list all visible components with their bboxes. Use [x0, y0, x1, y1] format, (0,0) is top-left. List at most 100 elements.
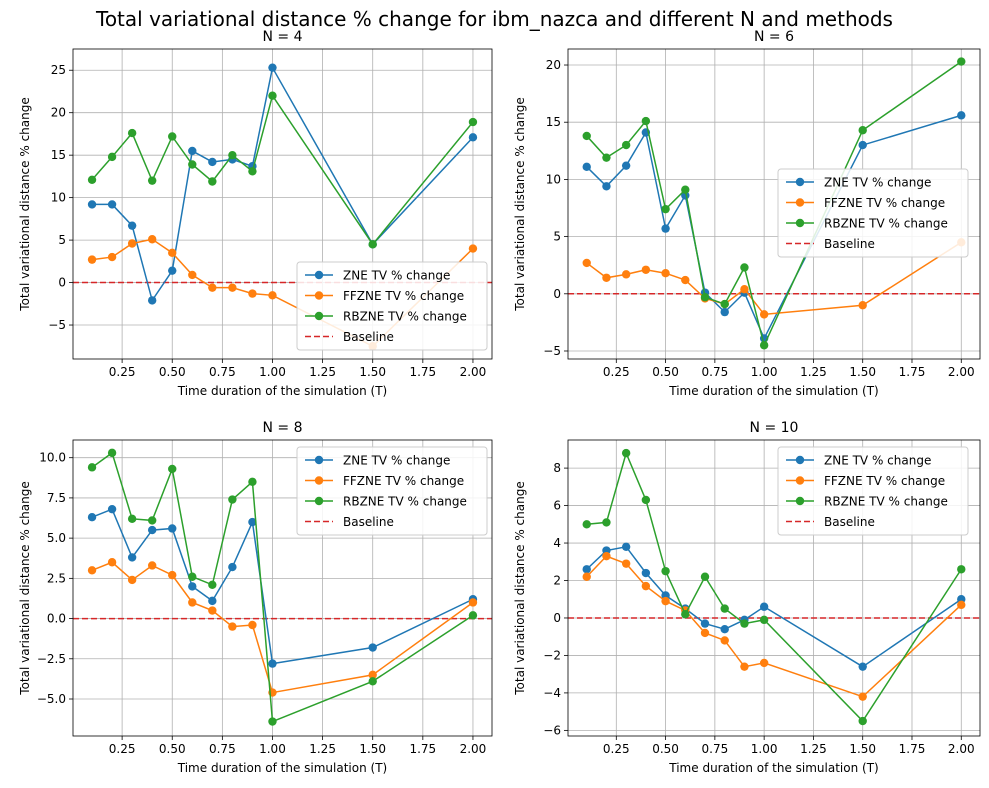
data-point-rbzne: [740, 619, 749, 628]
y-tick-label: −2: [543, 648, 561, 662]
legend-marker-zne: [795, 455, 805, 465]
data-point-ffzne: [641, 265, 651, 274]
y-tick-label: 10.0: [39, 451, 66, 465]
data-point-rbzne: [228, 495, 237, 504]
y-tick-label: 25: [51, 63, 66, 77]
legend-box: [777, 168, 969, 258]
axes-frame: [567, 439, 981, 737]
chart-panel-1: 0.25 0.50 0.75 1.00 1.25 1.50 1.75 2.00 −5 0 5 10 15…: [18, 29, 493, 398]
data-point-zne: [168, 524, 177, 533]
data-point-zne: [147, 296, 157, 305]
x-tick-label: 1.00: [259, 365, 286, 379]
y-axis-label: Total variational distance % change: [18, 481, 32, 695]
y-axis-label: Total variational distance % change: [18, 97, 32, 311]
data-point-ffzne: [759, 310, 769, 319]
data-point-ffzne: [661, 596, 670, 606]
data-point-rbzne: [368, 677, 377, 686]
data-point-rbzne: [582, 520, 591, 529]
data-point-zne: [957, 111, 966, 120]
legend-label: Baseline: [343, 515, 394, 529]
x-tick-label: 1.25: [309, 365, 336, 379]
legend-label: RBZNE TV % change: [343, 495, 467, 509]
data-point-rbzne: [621, 448, 631, 458]
x-tick-label: 1.75: [409, 742, 436, 756]
data-point-rbzne: [858, 126, 867, 135]
legend-label: FFZNE TV % change: [343, 474, 464, 488]
data-point-rbzne: [268, 91, 277, 100]
data-point-rbzne: [681, 185, 690, 194]
x-tick-label: 1.25: [309, 742, 336, 756]
legend: ZNE TV % change FFZNE TV % change RBZNE TV…: [296, 446, 488, 536]
data-point-ffzne: [268, 291, 277, 300]
x-tick-label: 1.25: [800, 742, 827, 756]
data-point-rbzne: [720, 604, 729, 613]
data-point-zne: [188, 582, 197, 591]
data-point-rbzne: [248, 477, 257, 487]
data-point-zne: [87, 200, 97, 209]
series-line-zne: [92, 65, 474, 303]
data-point-zne: [268, 659, 277, 668]
data-point-zne: [582, 162, 591, 172]
data-point-ffzne: [468, 598, 478, 607]
legend-marker-zne: [795, 177, 805, 187]
data-point-zne: [228, 562, 237, 572]
x-tick-label: 2.00: [948, 742, 975, 756]
legend-label: Baseline: [343, 330, 394, 344]
x-tick-label: 1.50: [359, 365, 386, 379]
data-point-zne: [621, 542, 631, 551]
axes-frame: [72, 439, 493, 737]
data-point-rbzne: [87, 175, 97, 184]
data-point-rbzne: [957, 565, 966, 574]
series-line-ffzne: [91, 561, 474, 694]
legend-marker-zne: [314, 270, 324, 280]
data-point-ffzne: [228, 622, 237, 631]
legend: ZNE TV % change FFZNE TV % change RBZNE TV…: [777, 168, 969, 258]
data-point-rbzne: [188, 572, 197, 581]
data-point-rbzne: [641, 116, 651, 126]
data-point-zne: [107, 504, 117, 514]
data-point-ffzne: [188, 598, 197, 607]
y-tick-label: 15: [546, 115, 561, 129]
data-point-ffzne: [740, 285, 749, 294]
data-point-ffzne: [582, 258, 591, 268]
legend-label: ZNE TV % change: [824, 176, 931, 190]
y-tick-label: 2: [553, 574, 561, 588]
data-point-rbzne: [228, 150, 237, 160]
data-point-rbzne: [168, 464, 177, 474]
x-tick-label: 1.75: [409, 365, 436, 379]
legend-box: [296, 446, 488, 536]
y-tick-label: 10: [546, 172, 561, 186]
x-tick-label: 2.00: [460, 742, 487, 756]
data-point-rbzne: [641, 495, 651, 505]
data-point-ffzne: [127, 239, 137, 248]
chart-title: N = 10: [750, 420, 799, 436]
data-point-ffzne: [188, 270, 197, 280]
data-point-rbzne: [681, 610, 690, 619]
series-line-zne: [91, 508, 474, 665]
legend-box: [777, 446, 969, 536]
y-tick-label: 0: [58, 276, 66, 290]
legend-label: ZNE TV % change: [824, 454, 931, 468]
data-point-zne: [107, 200, 117, 209]
chart-panel-3: 0.25 0.50 0.75 1.00 1.25 1.50 1.75 2.00 −5.0 −2.5…: [18, 420, 493, 775]
y-tick-label: 8: [553, 461, 561, 475]
legend-box: [296, 261, 488, 351]
y-axis-label: Total variational distance % change: [513, 481, 527, 695]
x-tick-label: 1.00: [751, 365, 778, 379]
chart-title: N = 4: [262, 29, 302, 45]
x-tick-label: 0.25: [109, 742, 136, 756]
x-tick-label: 1.50: [849, 742, 876, 756]
data-point-rbzne: [621, 140, 631, 150]
series-line-rbzne: [586, 450, 962, 723]
x-tick-label: 1.50: [359, 742, 386, 756]
x-tick-label: 1.75: [899, 365, 926, 379]
series-line-zne: [586, 545, 962, 668]
chart-title: N = 6: [754, 29, 794, 45]
x-axis-label: Time duration of the simulation (T): [177, 384, 387, 398]
x-tick-label: 0.75: [702, 365, 729, 379]
data-point-zne: [87, 513, 97, 522]
y-tick-label: −5: [48, 318, 66, 332]
data-point-rbzne: [468, 611, 478, 620]
data-point-rbzne: [208, 580, 217, 589]
data-point-ffzne: [107, 558, 117, 567]
